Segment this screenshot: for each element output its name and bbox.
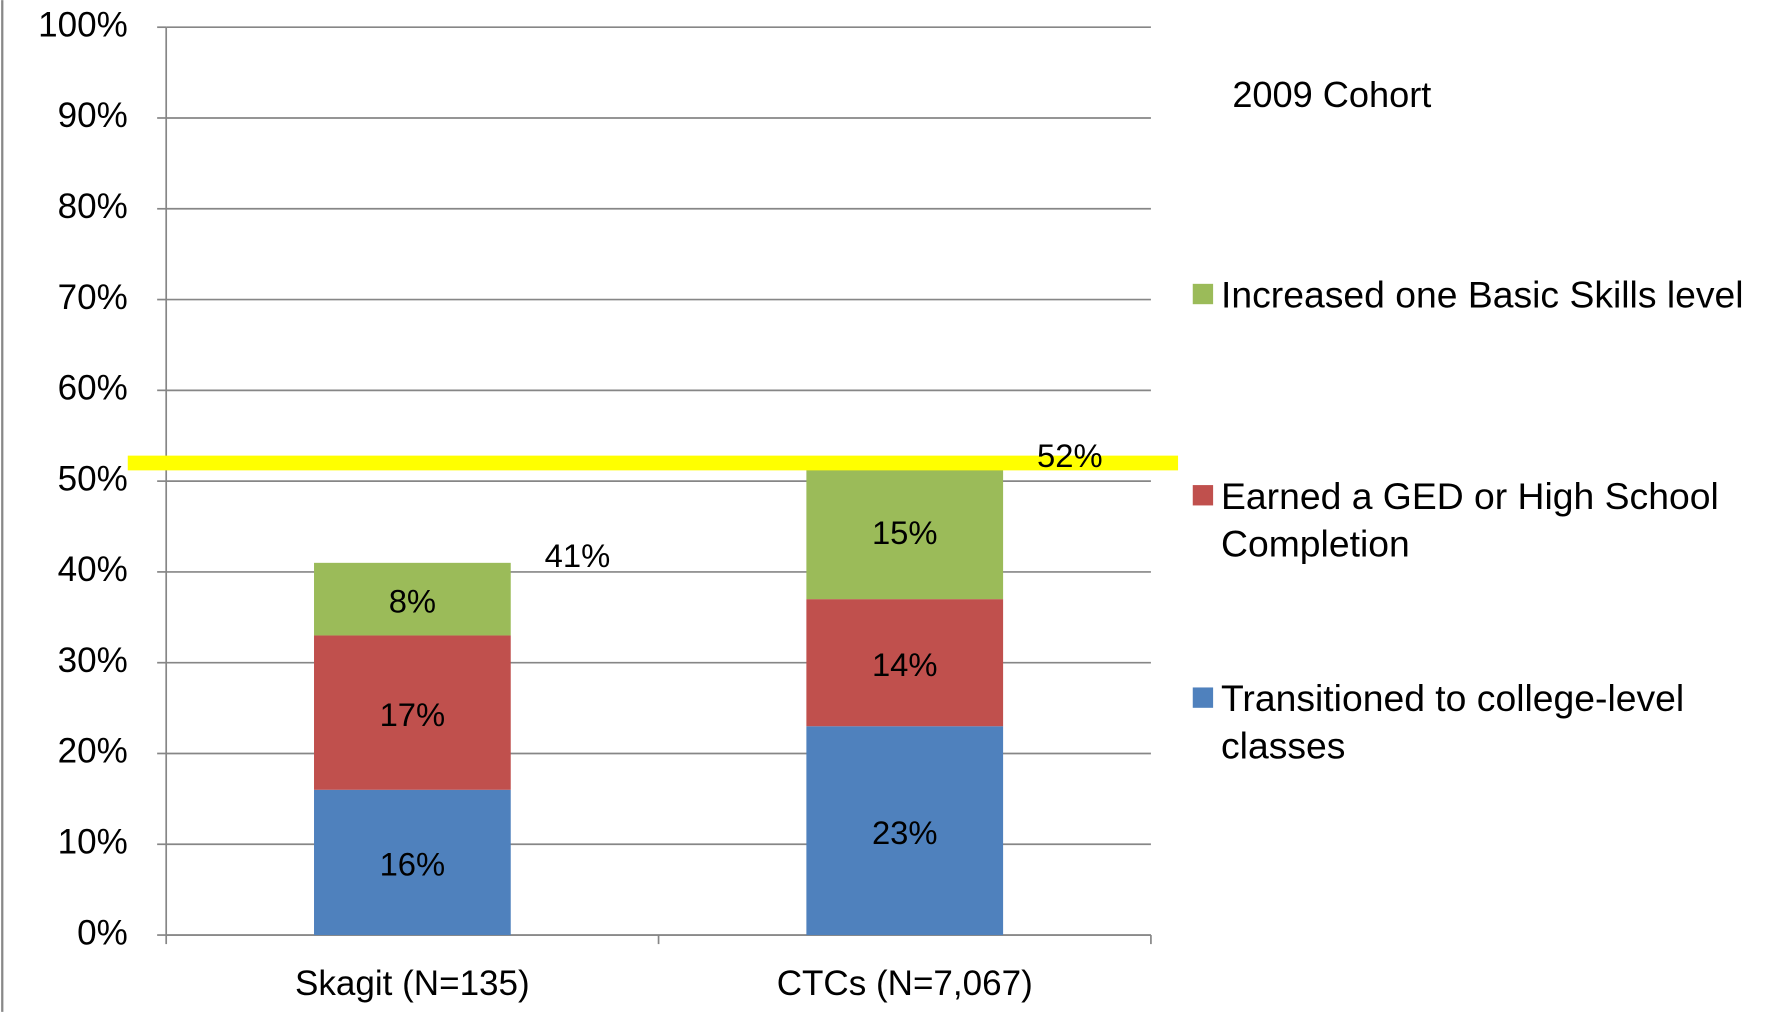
y-tick-label: 80% (58, 187, 128, 226)
y-tick-label: 90% (58, 96, 128, 135)
y-tick-label: 100% (38, 5, 128, 44)
y-tick-label: 50% (58, 459, 128, 498)
y-tick-label: 70% (58, 278, 128, 317)
data-label: 23% (872, 814, 938, 851)
x-tick-label: CTCs (N=7,067) (777, 964, 1033, 1003)
bar-segment (806, 599, 1004, 727)
legend-item: Earned a GED or High School Completion (1221, 474, 1719, 565)
total-label: 52% (1037, 437, 1103, 474)
annotation: 2009 Cohort (1232, 74, 1431, 115)
data-label: 16% (380, 846, 446, 883)
legend-item: Increased one Basic Skills level (1221, 273, 1744, 316)
legend-swatch (1192, 485, 1214, 506)
legend-label: Earned a GED or High School Completion (1221, 474, 1719, 565)
x-tick-label: Skagit (N=135) (295, 964, 530, 1003)
y-tick-label: 60% (58, 369, 128, 408)
bar-segment (314, 562, 511, 636)
data-label: 17% (380, 696, 446, 733)
bar-segment (806, 462, 1004, 600)
bar-segment (314, 635, 511, 790)
data-label: 14% (872, 646, 938, 683)
data-label: 15% (872, 514, 938, 551)
legend-item: Transitioned to college-level classes (1221, 677, 1685, 767)
y-tick-label: 40% (58, 550, 128, 589)
legend-label: Increased one Basic Skills level (1221, 273, 1744, 316)
y-tick-label: 10% (58, 823, 128, 862)
total-label: 41% (545, 537, 611, 574)
bar-segment (806, 726, 1004, 936)
y-tick-label: 30% (58, 641, 128, 680)
legend-swatch (1192, 283, 1214, 305)
y-tick-label: 20% (58, 732, 128, 771)
y-tick-label: 0% (77, 913, 128, 952)
data-label: 8% (389, 582, 436, 619)
legend-swatch (1192, 687, 1214, 708)
bar-segment (314, 789, 511, 936)
legend-label: Transitioned to college-level classes (1221, 677, 1685, 767)
